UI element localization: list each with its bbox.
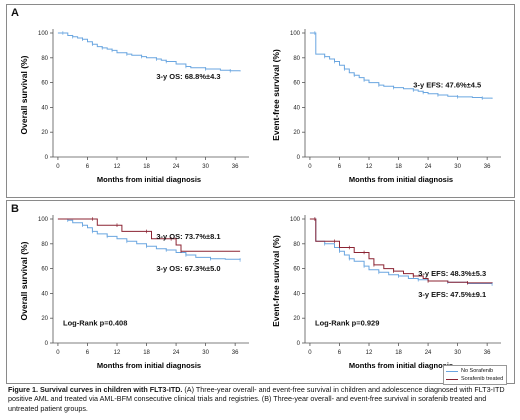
y-axis-label: Event-free survival (%) <box>271 49 281 141</box>
y-tick-label: 40 <box>293 291 300 297</box>
y-tick-label: 80 <box>293 242 300 248</box>
x-tick-label: 36 <box>484 350 491 356</box>
panel-label: A <box>11 7 19 19</box>
y-tick-label: 80 <box>41 56 48 62</box>
y-axis-label: Event-free survival (%) <box>271 235 281 327</box>
survival-annotation: 3-y EFS: 48.3%±5.3 <box>418 269 486 278</box>
legend-label: No Sorafenib <box>461 368 494 374</box>
y-tick-label: 60 <box>293 81 300 87</box>
survival-curve-0 <box>57 218 241 260</box>
panel-b: B 0 20 40 60 80 100 0 6 12 18 24 30 36 Overall surviv… <box>6 200 515 385</box>
x-tick-label: 36 <box>484 164 491 170</box>
survival-curve-0 <box>57 32 241 72</box>
x-tick-label: 24 <box>425 164 432 170</box>
efs-chart-b: 0 20 40 60 80 100 0 6 12 18 24 30 36 Event-free survi… <box>271 215 501 370</box>
x-axis-label: Months from initial diagnosis <box>349 175 453 184</box>
x-tick-label: 36 <box>232 350 239 356</box>
x-tick-label: 24 <box>173 350 180 356</box>
survival-annotation: 3-y OS: 67.3%±5.0 <box>156 264 220 273</box>
legend-item: Sorafenib treated <box>446 375 503 383</box>
caption-lead: Figure 1. Survival curves in children wi… <box>8 385 183 394</box>
x-tick-label: 0 <box>308 350 312 356</box>
legend-swatch <box>446 370 458 372</box>
x-tick-label: 24 <box>425 350 432 356</box>
legend-swatch <box>446 378 458 380</box>
y-tick-label: 20 <box>293 316 300 322</box>
figure-caption: Figure 1. Survival curves in children wi… <box>8 385 513 413</box>
x-tick-label: 36 <box>232 164 239 170</box>
x-tick-label: 24 <box>173 164 180 170</box>
survival-annotation: 3-y EFS: 47.6%±4.5 <box>413 81 481 90</box>
x-axis-label: Months from initial diagnosis <box>97 361 201 370</box>
x-tick-label: 12 <box>366 350 373 356</box>
log-rank-text: Log-Rank p=0.408 <box>63 319 127 328</box>
y-tick-label: 40 <box>41 105 48 111</box>
efs-chart-a: 0 20 40 60 80 100 0 6 12 18 24 30 36 Event-free survi… <box>271 29 501 184</box>
survival-annotation: 3-y OS: 68.8%±4.3 <box>156 72 220 81</box>
y-tick-label: 20 <box>41 130 48 136</box>
y-tick-label: 100 <box>290 217 301 223</box>
survival-annotation: 3-y OS: 73.7%±8.1 <box>156 232 220 241</box>
x-tick-label: 12 <box>114 164 121 170</box>
caption-body: (A) Three-year overall- and event-free s… <box>8 385 505 413</box>
y-tick-label: 60 <box>293 267 300 273</box>
x-tick-label: 18 <box>143 350 150 356</box>
y-tick-label: 60 <box>41 267 48 273</box>
x-tick-label: 30 <box>202 164 209 170</box>
x-tick-label: 6 <box>86 350 90 356</box>
y-tick-label: 0 <box>297 155 301 161</box>
x-tick-label: 18 <box>395 350 402 356</box>
y-tick-label: 100 <box>38 217 49 223</box>
y-tick-label: 20 <box>293 130 300 136</box>
y-tick-label: 0 <box>297 341 301 347</box>
os-chart-a: 0 20 40 60 80 100 0 6 12 18 24 30 36 Overall survival… <box>19 29 249 184</box>
x-tick-label: 6 <box>86 164 90 170</box>
legend-label: Sorafenib treated <box>461 376 504 382</box>
y-tick-label: 20 <box>41 316 48 322</box>
panel-label: B <box>11 203 19 215</box>
log-rank-text: Log-Rank p=0.929 <box>315 319 379 328</box>
legend: No Sorafenib Sorafenib treated <box>443 365 508 385</box>
y-tick-label: 100 <box>38 31 49 37</box>
y-axis-label: Overall survival (%) <box>19 55 29 134</box>
y-tick-label: 60 <box>41 81 48 87</box>
x-tick-label: 6 <box>338 350 342 356</box>
x-tick-label: 0 <box>56 164 60 170</box>
x-tick-label: 12 <box>366 164 373 170</box>
y-tick-label: 80 <box>41 242 48 248</box>
x-tick-label: 30 <box>454 350 461 356</box>
y-tick-label: 40 <box>41 291 48 297</box>
x-tick-label: 0 <box>56 350 60 356</box>
y-tick-label: 80 <box>293 56 300 62</box>
y-tick-label: 0 <box>45 155 49 161</box>
y-tick-label: 100 <box>290 31 301 37</box>
os-chart-b: 0 20 40 60 80 100 0 6 12 18 24 30 36 Overall survival… <box>19 215 249 370</box>
x-tick-label: 30 <box>202 350 209 356</box>
x-tick-label: 18 <box>395 164 402 170</box>
x-axis-label: Months from initial diagnosis <box>97 175 201 184</box>
x-tick-label: 0 <box>308 164 312 170</box>
survival-curve-1 <box>57 218 241 252</box>
y-tick-label: 0 <box>45 341 49 347</box>
x-tick-label: 6 <box>338 164 342 170</box>
survival-curve-1 <box>309 218 493 284</box>
y-axis-label: Overall survival (%) <box>19 241 29 320</box>
survival-annotation: 3-y EFS: 47.5%±9.1 <box>418 290 486 299</box>
x-axis-label: Months from initial diagnosis <box>349 361 453 370</box>
legend-item: No Sorafenib <box>446 367 503 375</box>
panel-a: A 0 20 40 60 80 100 0 6 12 18 24 30 36 Overall surviv… <box>6 4 515 198</box>
x-tick-label: 18 <box>143 164 150 170</box>
x-tick-label: 30 <box>454 164 461 170</box>
x-tick-label: 12 <box>114 350 121 356</box>
y-tick-label: 40 <box>293 105 300 111</box>
